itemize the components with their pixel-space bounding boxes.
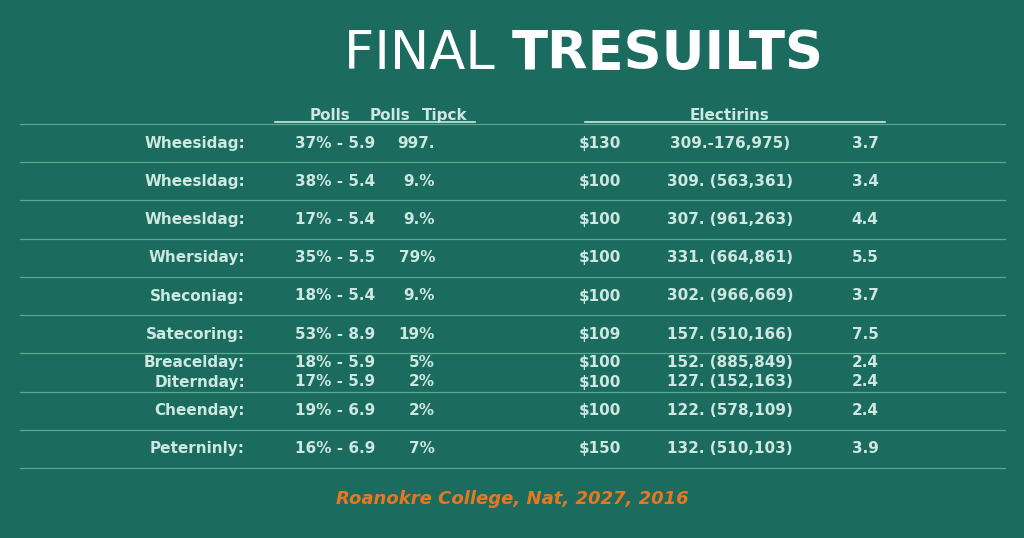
Text: Roanokre College, Nat, 2027, 2016: Roanokre College, Nat, 2027, 2016: [336, 490, 688, 508]
Text: 3.7: 3.7: [852, 136, 879, 151]
Text: 132. (510,103): 132. (510,103): [668, 441, 793, 456]
Text: Wheesldag:: Wheesldag:: [144, 174, 245, 189]
Text: $130: $130: [579, 136, 622, 151]
Text: Diternday:: Diternday:: [155, 374, 245, 390]
Text: 4.4: 4.4: [852, 212, 879, 227]
Text: 2.4: 2.4: [852, 403, 879, 418]
Text: 17% - 5.9: 17% - 5.9: [295, 374, 375, 390]
Text: 3.9: 3.9: [852, 441, 879, 456]
Text: 9.%: 9.%: [403, 212, 435, 227]
Text: 37% - 5.9: 37% - 5.9: [295, 136, 375, 151]
Text: Polls: Polls: [309, 108, 350, 123]
Text: 35% - 5.5: 35% - 5.5: [295, 250, 375, 265]
Text: $100: $100: [579, 356, 622, 370]
Text: Cheenday:: Cheenday:: [155, 403, 245, 418]
Text: 3.4: 3.4: [852, 174, 879, 189]
Text: $100: $100: [579, 403, 622, 418]
Text: 309.-176,975): 309.-176,975): [670, 136, 791, 151]
Text: $100: $100: [579, 250, 622, 265]
Text: 53% - 8.9: 53% - 8.9: [295, 327, 375, 342]
Text: 152. (885,849): 152. (885,849): [667, 356, 793, 370]
Text: 307. (961,263): 307. (961,263): [667, 212, 793, 227]
Text: 7.5: 7.5: [852, 327, 879, 342]
Text: 9.%: 9.%: [403, 288, 435, 303]
Text: Polls: Polls: [370, 108, 411, 123]
Text: Electirins: Electirins: [690, 108, 770, 123]
Text: $100: $100: [579, 374, 622, 390]
Text: 79%: 79%: [398, 250, 435, 265]
Text: FINAL: FINAL: [344, 28, 512, 80]
Text: Satecoring:: Satecoring:: [146, 327, 245, 342]
Text: 7%: 7%: [410, 441, 435, 456]
Text: 127. (152,163): 127. (152,163): [667, 374, 793, 390]
Text: 19%: 19%: [398, 327, 435, 342]
Text: 17% - 5.4: 17% - 5.4: [295, 212, 375, 227]
Text: 997.: 997.: [397, 136, 435, 151]
Text: 2%: 2%: [409, 403, 435, 418]
Text: 18% - 5.4: 18% - 5.4: [295, 288, 375, 303]
Text: 302. (966,669): 302. (966,669): [667, 288, 794, 303]
Text: 18% - 5.9: 18% - 5.9: [295, 356, 375, 370]
Text: $109: $109: [579, 327, 622, 342]
Text: 331. (664,861): 331. (664,861): [667, 250, 793, 265]
Text: 2%: 2%: [409, 374, 435, 390]
Text: $150: $150: [579, 441, 622, 456]
Text: 5.5: 5.5: [852, 250, 879, 265]
Text: 16% - 6.9: 16% - 6.9: [295, 441, 376, 456]
Text: Wheesidag:: Wheesidag:: [144, 136, 245, 151]
Text: 5%: 5%: [410, 356, 435, 370]
Text: Sheconiag:: Sheconiag:: [150, 288, 245, 303]
Text: $100: $100: [579, 174, 622, 189]
Text: Breacelday:: Breacelday:: [143, 356, 245, 370]
Text: 122. (578,109): 122. (578,109): [667, 403, 793, 418]
Text: $100: $100: [579, 288, 622, 303]
Text: TRESUILTS: TRESUILTS: [512, 28, 824, 80]
Text: Wheesldag:: Wheesldag:: [144, 212, 245, 227]
Text: Peterninly:: Peterninly:: [150, 441, 245, 456]
Text: 309. (563,361): 309. (563,361): [667, 174, 793, 189]
Text: $100: $100: [579, 212, 622, 227]
Text: 2.4: 2.4: [852, 356, 879, 370]
Text: 38% - 5.4: 38% - 5.4: [295, 174, 375, 189]
Text: Tipck: Tipck: [422, 108, 468, 123]
Text: 157. (510,166): 157. (510,166): [667, 327, 793, 342]
Text: 2.4: 2.4: [852, 374, 879, 390]
Text: Whersiday:: Whersiday:: [148, 250, 245, 265]
Text: 19% - 6.9: 19% - 6.9: [295, 403, 375, 418]
Text: 9.%: 9.%: [403, 174, 435, 189]
Text: 3.7: 3.7: [852, 288, 879, 303]
